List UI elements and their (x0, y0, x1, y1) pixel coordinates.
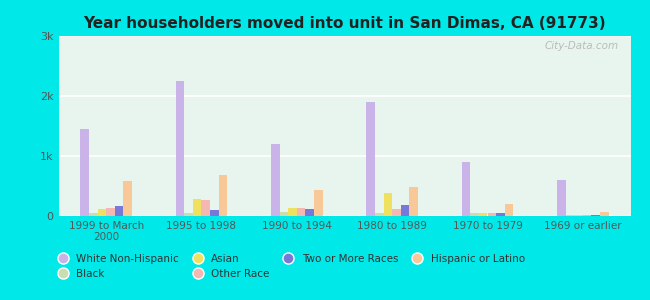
Bar (115, 206, 124, 216)
Bar (176, 81, 185, 216)
Bar (367, 102, 375, 216)
Bar (384, 193, 392, 216)
Bar (496, 213, 504, 216)
Legend: White Non-Hispanic, Black, Asian, Other Race, Two or More Races, Hispanic or Lat: White Non-Hispanic, Black, Asian, Other … (52, 254, 525, 279)
Bar (471, 213, 479, 216)
Bar (566, 215, 574, 216)
Bar (89, 213, 98, 216)
Bar (202, 200, 210, 216)
Bar (375, 213, 383, 216)
Bar (557, 180, 566, 216)
Bar (410, 187, 418, 216)
Bar (479, 213, 488, 216)
Bar (574, 215, 583, 216)
Bar (185, 213, 193, 216)
Bar (280, 212, 288, 216)
Bar (600, 212, 608, 216)
Text: City-Data.com: City-Data.com (545, 41, 619, 51)
Bar (488, 213, 496, 216)
Bar (193, 199, 202, 216)
Bar (504, 204, 514, 216)
Bar (124, 181, 132, 216)
Bar (583, 215, 592, 216)
Bar (106, 208, 115, 216)
Bar (288, 208, 297, 216)
Bar (314, 190, 322, 216)
Bar (401, 205, 410, 216)
Bar (306, 209, 314, 216)
Bar (81, 129, 89, 216)
Title: Year householders moved into unit in San Dimas, CA (91773): Year householders moved into unit in San… (83, 16, 606, 31)
Bar (210, 210, 218, 216)
Bar (271, 144, 280, 216)
Bar (218, 175, 227, 216)
Bar (98, 209, 106, 216)
Bar (592, 215, 600, 216)
Bar (392, 209, 401, 216)
Bar (297, 208, 306, 216)
Bar (462, 162, 471, 216)
